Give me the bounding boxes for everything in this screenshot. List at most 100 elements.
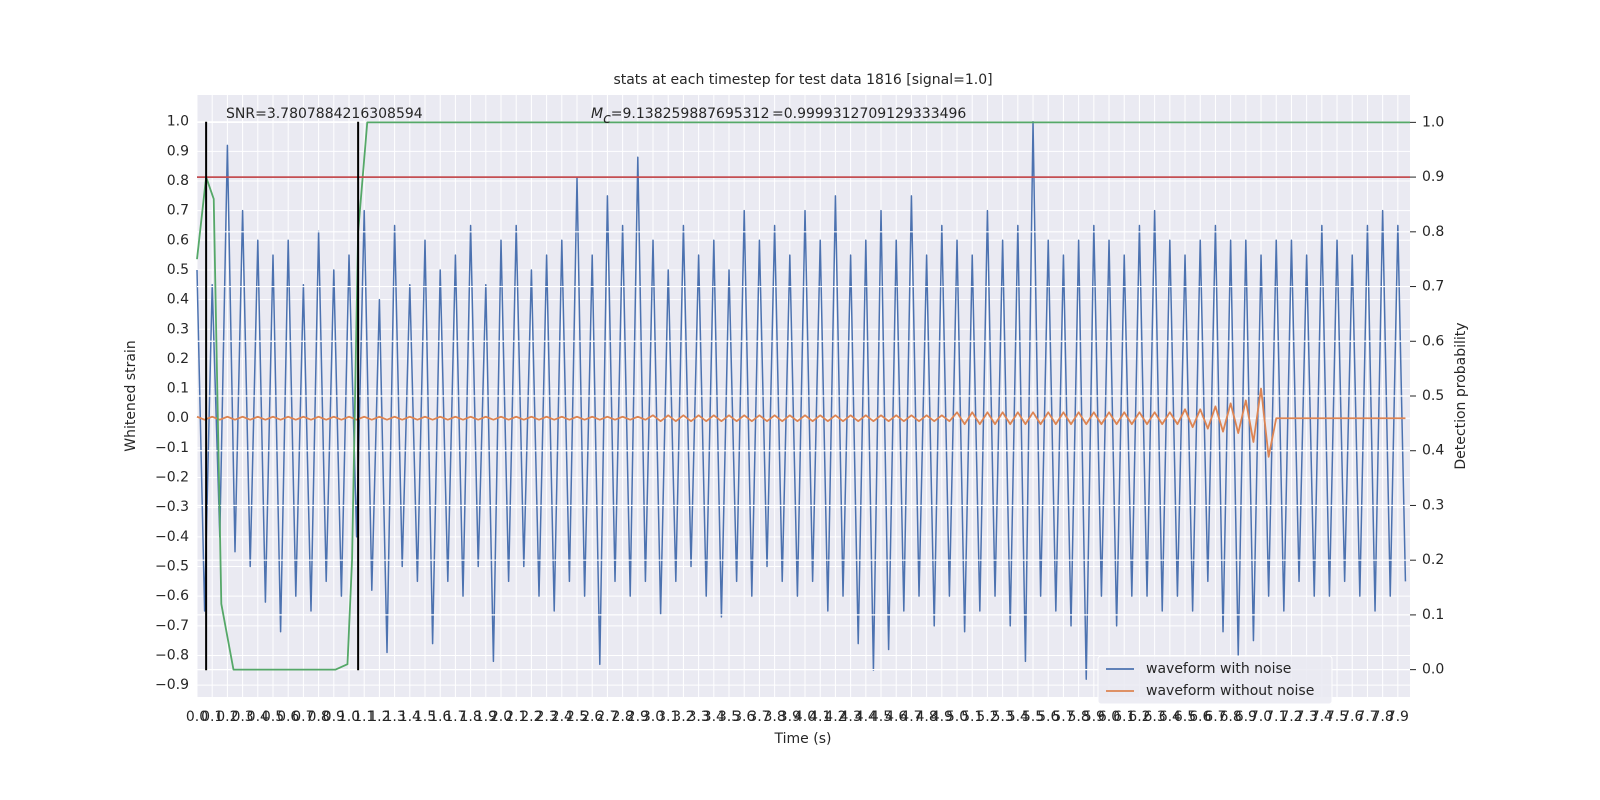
x-tick-label: 7.3 xyxy=(1296,709,1318,725)
x-tick-label: 7.4 xyxy=(1311,709,1333,725)
x-tick-label: 4.2 xyxy=(824,709,846,725)
x-tick-label: 3.2 xyxy=(672,709,694,725)
y-tick-label: 0.8 xyxy=(167,173,189,189)
x-tick-label: 4.0 xyxy=(794,709,816,725)
legend-label: waveform with noise xyxy=(1146,661,1291,677)
x-tick-label: 7.5 xyxy=(1326,709,1348,725)
x-tick-label: 1.4 xyxy=(399,709,421,725)
y-axis-label: Whitened strain xyxy=(123,340,139,451)
x-tick-label: 5.6 xyxy=(1037,709,1059,725)
x-tick-label: 1.9 xyxy=(475,709,497,725)
x-tick-label: 2.1 xyxy=(505,709,527,725)
y-tick-label: 0.3 xyxy=(167,321,189,337)
y-tick-label: 0.2 xyxy=(167,351,189,367)
y-tick-label: −0.2 xyxy=(155,470,189,486)
x-tick-label: 7.8 xyxy=(1372,709,1394,725)
y-tick-label: 0.7 xyxy=(167,203,189,219)
legend-label: waveform without noise xyxy=(1146,683,1314,699)
x-tick-label: 5.4 xyxy=(1007,709,1029,725)
x-tick-label: 5.8 xyxy=(1067,709,1089,725)
y-tick-label: −0.9 xyxy=(155,677,189,693)
y2-axis-label: Detection probability xyxy=(1453,322,1469,469)
y-tick-label: 0.5 xyxy=(167,262,189,278)
y-tick-label: 1.0 xyxy=(167,114,189,130)
x-tick-label: 2.8 xyxy=(611,709,633,725)
x-tick-label: 6.2 xyxy=(1128,709,1150,725)
x-tick-label: 6.1 xyxy=(1113,709,1135,725)
legend: waveform with noise waveform without nois… xyxy=(1097,655,1333,705)
x-tick-label: 7.6 xyxy=(1341,709,1363,725)
x-tick-label: 0.5 xyxy=(262,709,284,725)
y2-tick-label: 0.3 xyxy=(1422,497,1444,513)
x-tick-label: 3.7 xyxy=(748,709,770,725)
mc-subscript: c xyxy=(603,111,611,127)
x-tick-label: 1.0 xyxy=(338,709,360,725)
x-tick-label: 6.7 xyxy=(1204,709,1226,725)
y-tick-label: −0.5 xyxy=(155,559,189,575)
x-tick-label: 7.9 xyxy=(1387,709,1409,725)
x-tick-label: 3.5 xyxy=(718,709,740,725)
y2-tick-label: 0.6 xyxy=(1422,333,1444,349)
x-tick-label: 1.5 xyxy=(414,709,436,725)
x-tick-label: 0.8 xyxy=(307,709,329,725)
snr-annotation: SNR=3.7807884216308594 xyxy=(226,106,423,122)
over-layer xyxy=(196,121,1410,671)
y-tick-label: −0.6 xyxy=(155,588,189,604)
x-tick-label: 3.8 xyxy=(763,709,785,725)
y2-tick-label: 0.8 xyxy=(1422,224,1444,240)
x-tick-label: 2.7 xyxy=(596,709,618,725)
x-tick-label: 0.7 xyxy=(292,709,314,725)
x-tick-label: 6.5 xyxy=(1174,709,1196,725)
x-tick-label: 0.2 xyxy=(216,709,238,725)
x-tick-label: 6.6 xyxy=(1189,709,1211,725)
x-tick-label: 6.9 xyxy=(1235,709,1257,725)
x-tick-label: 0.1 xyxy=(201,709,223,725)
x-tick-label: 5.5 xyxy=(1022,709,1044,725)
x-tick-label: 7.7 xyxy=(1356,709,1378,725)
x-tick-label: 4.7 xyxy=(900,709,922,725)
x-tick-label: 3.1 xyxy=(657,709,679,725)
x-tick-label: 1.6 xyxy=(429,709,451,725)
y-tick-label: −0.4 xyxy=(155,529,189,545)
probability-line xyxy=(196,121,1410,671)
y2-tick-label: 1.0 xyxy=(1422,114,1444,130)
x-tick-label: 0.0 xyxy=(186,709,208,725)
y-tick-label: −0.3 xyxy=(155,499,189,515)
x-tick-label: 0.9 xyxy=(323,709,345,725)
x-tick-label: 3.3 xyxy=(687,709,709,725)
x-tick-label: 1.8 xyxy=(459,709,481,725)
y-tick-label: −0.8 xyxy=(155,647,189,663)
x-tick-label: 0.4 xyxy=(247,709,269,725)
x-tick-label: 6.4 xyxy=(1159,709,1181,725)
x-tick-label: 1.3 xyxy=(383,709,405,725)
x-tick-label: 3.0 xyxy=(642,709,664,725)
x-tick-label: 6.8 xyxy=(1220,709,1242,725)
x-tick-label: 2.5 xyxy=(566,709,588,725)
y2-tick-label: 0.2 xyxy=(1422,552,1444,568)
y2-tick-label: 0.7 xyxy=(1422,279,1444,295)
y2-tick-label: 0.4 xyxy=(1422,443,1444,459)
mid-layer xyxy=(197,121,1410,671)
x-tick-label: 3.4 xyxy=(703,709,725,725)
x-tick-label: 5.1 xyxy=(961,709,983,725)
x-tick-label: 4.1 xyxy=(809,709,831,725)
x-tick-label: 7.1 xyxy=(1265,709,1287,725)
legend-box xyxy=(1097,655,1333,705)
y-tick-label: 0.6 xyxy=(167,232,189,248)
y-tick-label: −0.7 xyxy=(155,618,189,634)
x-axis-label: Time (s) xyxy=(774,731,832,747)
y-tick-label: 0.9 xyxy=(167,143,189,159)
x-tick-label: 3.9 xyxy=(779,709,801,725)
x-tick-label: 6.0 xyxy=(1098,709,1120,725)
x-tick-label: 2.4 xyxy=(551,709,573,725)
mc-value: =9.138259887695312 xyxy=(611,106,770,122)
mc-annotation: Mc=9.138259887695312 xyxy=(591,106,770,127)
x-tick-label: 3.6 xyxy=(733,709,755,725)
x-tick-label: 1.1 xyxy=(353,709,375,725)
x-tick-label: 4.4 xyxy=(855,709,877,725)
x-tick-label: 4.9 xyxy=(931,709,953,725)
x-tick-label: 4.3 xyxy=(839,709,861,725)
x-tick-label: 5.3 xyxy=(991,709,1013,725)
y2-tick-label: 0.0 xyxy=(1422,662,1444,678)
x-tick-label: 1.7 xyxy=(444,709,466,725)
